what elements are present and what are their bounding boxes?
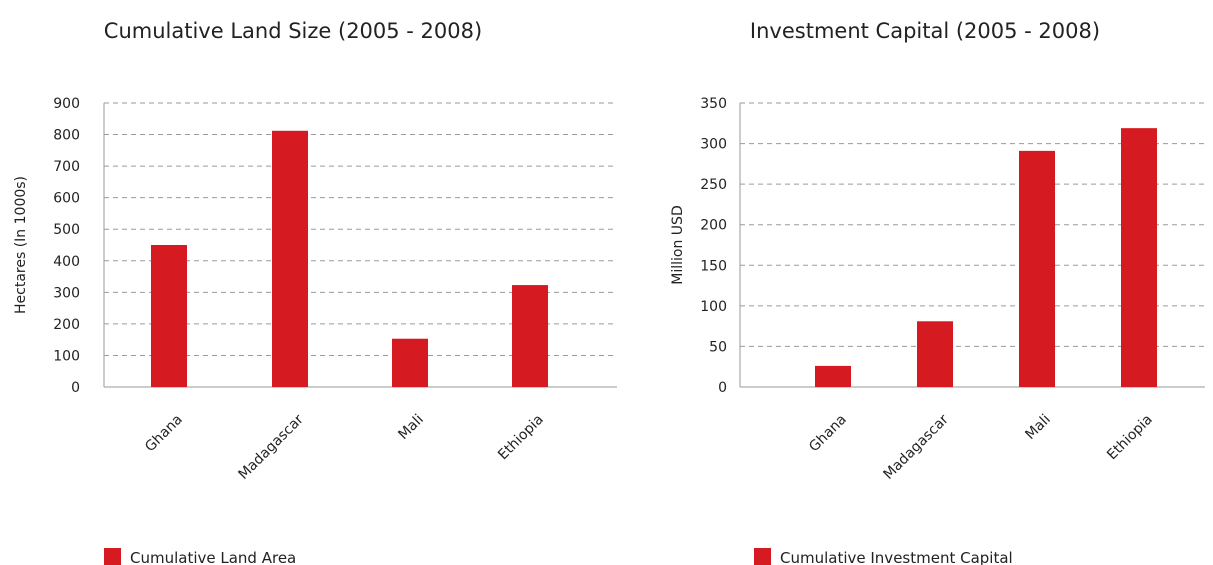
y-tick-label: 150 — [700, 258, 727, 274]
y-tick-label: 50 — [709, 339, 727, 355]
bar-ethiopia — [512, 285, 548, 387]
y-tick-label: 100 — [700, 299, 727, 315]
x-tick-label: Ethiopia — [1104, 412, 1156, 464]
y-tick-label: 400 — [53, 254, 80, 270]
y-tick-label: 700 — [53, 159, 80, 175]
y-tick-label: 600 — [53, 191, 80, 207]
x-tick-label: Ghana — [142, 412, 186, 456]
y-tick-label: 200 — [700, 218, 727, 234]
legend-label: Cumulative Land Area — [130, 549, 296, 565]
bar-madagascar — [272, 130, 308, 387]
bar-ethiopia — [1121, 128, 1157, 387]
chart-title: Cumulative Land Size (2005 - 2008) — [104, 19, 482, 43]
x-tick-label: Mali — [395, 412, 426, 443]
legend-swatch — [754, 548, 771, 565]
y-tick-label: 800 — [53, 128, 80, 144]
y-tick-label: 500 — [53, 222, 80, 238]
x-tick-label: Madagascar — [880, 411, 952, 483]
chart-title: Investment Capital (2005 - 2008) — [750, 19, 1100, 43]
gridlines — [103, 102, 617, 388]
x-tick-labels: Ghana Madagascar Mali Ethiopia — [142, 411, 547, 483]
investment-capital-chart: Investment Capital (2005 - 2008) Million… — [670, 19, 1205, 565]
bar-ghana — [815, 365, 851, 387]
y-tick-label: 300 — [53, 285, 80, 301]
x-tick-label: Ethiopia — [495, 412, 547, 464]
bar-mali — [392, 338, 428, 387]
legend-swatch — [104, 548, 121, 565]
y-tick-label: 100 — [53, 348, 80, 364]
y-axis-label: Million USD — [670, 205, 686, 284]
y-axis-label: Hectares (In 1000s) — [13, 176, 29, 314]
y-tick-label: 250 — [700, 177, 727, 193]
legend-label: Cumulative Investment Capital — [780, 549, 1013, 565]
y-tick-label: 200 — [53, 317, 80, 333]
y-tick-labels: 0 100 200 300 400 500 600 700 800 900 — [53, 96, 80, 396]
bar-madagascar — [917, 321, 953, 387]
y-tick-label: 0 — [71, 380, 80, 396]
x-tick-label: Mali — [1022, 412, 1053, 443]
y-tick-label: 350 — [700, 96, 727, 112]
x-tick-labels: Ghana Madagascar Mali Ethiopia — [806, 411, 1156, 483]
x-tick-label: Madagascar — [235, 411, 307, 483]
bars — [815, 128, 1157, 387]
bar-mali — [1019, 150, 1055, 387]
y-tick-labels: 0 50 100 150 200 250 300 350 — [700, 96, 727, 396]
land-size-chart: Cumulative Land Size (2005 - 2008) Hecta… — [13, 19, 617, 565]
bars — [151, 130, 548, 387]
y-tick-label: 0 — [718, 380, 727, 396]
x-tick-label: Ghana — [806, 412, 850, 456]
bar-ghana — [151, 245, 187, 387]
y-tick-label: 300 — [700, 137, 727, 153]
y-tick-label: 900 — [53, 96, 80, 112]
